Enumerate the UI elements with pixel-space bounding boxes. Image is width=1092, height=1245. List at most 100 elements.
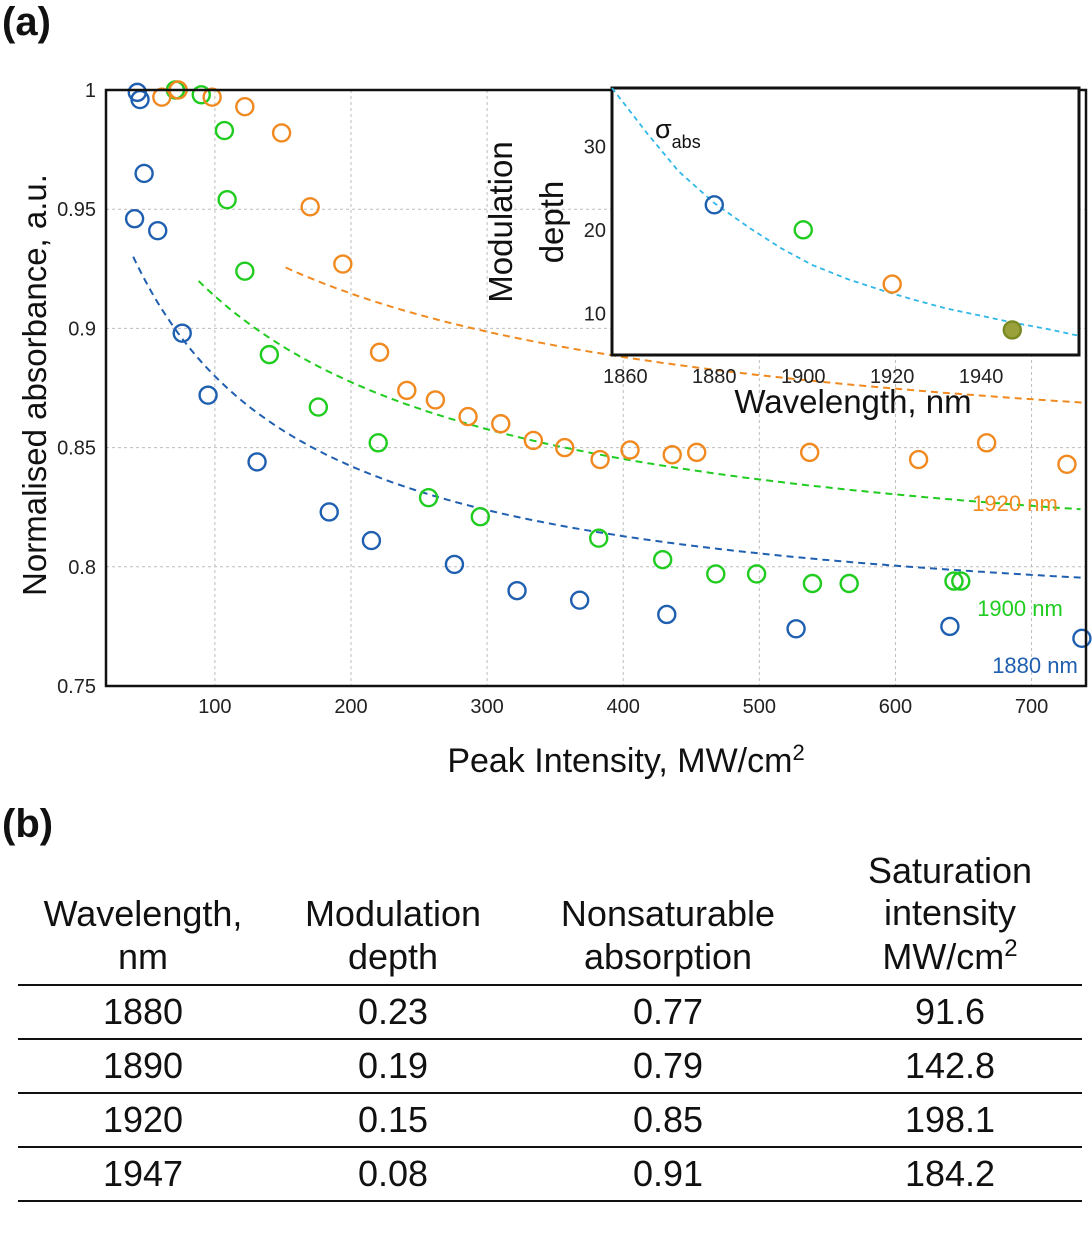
header-line: depth	[347, 935, 439, 977]
cell-saturation-intensity: 184.2	[818, 1146, 1082, 1203]
header-unit: MW/cm	[882, 935, 1005, 977]
data-point	[799, 442, 820, 463]
header-line: Wavelength,	[43, 893, 243, 935]
data-point	[1057, 454, 1077, 474]
cell-nonsaturable: 0.91	[518, 1146, 818, 1203]
header-unit-sup: 2	[1004, 934, 1018, 962]
data-point	[786, 619, 806, 639]
data-point	[620, 440, 640, 460]
data-point	[802, 573, 823, 594]
data-point	[134, 163, 154, 184]
header-line: Modulation	[304, 893, 482, 935]
header-line: intensity	[883, 892, 1017, 934]
data-point	[148, 220, 168, 241]
header-line-unit: MW/cm2	[818, 935, 1082, 978]
inset-data-point	[882, 274, 902, 294]
data-point	[418, 487, 439, 508]
inset-data-point	[793, 220, 813, 240]
data-point	[217, 189, 237, 210]
header-nonsaturable-absorption: Nonsaturable absorption	[518, 850, 818, 985]
data-point	[191, 85, 211, 105]
inset-data-point	[1002, 320, 1022, 340]
data-point	[397, 380, 417, 401]
y-tick-label: 0.85	[57, 438, 96, 460]
table-row: 1920 0.15 0.85 198.1	[18, 1092, 1082, 1148]
panel-label-b: (b)	[2, 802, 54, 846]
cell-wavelength: 1890	[18, 1038, 268, 1094]
data-point	[235, 261, 255, 281]
data-point	[333, 254, 353, 274]
table-header-row: Wavelength, nm Modulation depth Nonsatur…	[18, 850, 1082, 985]
cell-saturation-intensity: 91.6	[818, 984, 1082, 1040]
inset-y-tick-label: 10	[584, 303, 606, 325]
data-point	[951, 571, 971, 591]
inset-y-axis-label-line1: Modulation	[482, 141, 519, 302]
inset-x-tick-label: 1860	[603, 366, 648, 388]
table-row: 1890 0.19 0.79 142.8	[18, 1038, 1082, 1094]
cell-modulation-depth: 0.15	[268, 1092, 518, 1148]
data-point	[458, 406, 478, 427]
inset-y-tick-label: 30	[584, 136, 606, 158]
y-tick-label: 1	[85, 80, 96, 102]
data-point	[247, 452, 267, 472]
x-tick-label: 400	[607, 696, 640, 718]
parameters-table: Wavelength, nm Modulation depth Nonsatur…	[18, 850, 1082, 1203]
inset-y-tick-label: 20	[584, 220, 606, 242]
data-point	[202, 87, 222, 107]
data-point	[523, 430, 544, 451]
data-point	[444, 554, 465, 575]
header-line: Saturation	[867, 850, 1033, 891]
y-axis-label: Normalised absorbance, a.u.	[16, 174, 53, 596]
x-axis-label-sup: 2	[792, 740, 804, 765]
series-label: 1880 nm	[992, 653, 1078, 678]
data-point	[470, 507, 491, 527]
header-line: absorption	[583, 935, 753, 977]
cell-wavelength: 1880	[18, 984, 268, 1040]
cell-nonsaturable: 0.85	[518, 1092, 818, 1148]
cell-wavelength: 1947	[18, 1146, 268, 1203]
data-point	[589, 528, 609, 548]
inset-frame	[610, 86, 1081, 357]
header-wavelength: Wavelength, nm	[18, 850, 268, 985]
x-axis-label: Peak Intensity, MW/cm2	[447, 740, 804, 781]
data-point	[839, 573, 859, 594]
data-point	[214, 120, 235, 141]
fit-curve-1880nm	[132, 256, 1081, 579]
fit-curve-1900nm	[197, 280, 1081, 511]
plot-frame	[104, 88, 1088, 688]
data-point	[300, 197, 320, 217]
inset-x-tick-label: 1900	[781, 366, 826, 388]
cell-modulation-depth: 0.08	[268, 1146, 518, 1203]
data-point	[944, 571, 964, 591]
x-tick-label: 500	[743, 696, 776, 718]
cell-saturation-intensity: 198.1	[818, 1092, 1082, 1148]
data-point	[590, 449, 610, 470]
cell-modulation-depth: 0.19	[268, 1038, 518, 1094]
cell-modulation-depth: 0.23	[268, 984, 518, 1040]
x-tick-label: 100	[198, 696, 231, 718]
data-point	[706, 564, 726, 584]
data-point	[368, 433, 388, 453]
data-point	[235, 96, 255, 117]
x-tick-label: 700	[1015, 696, 1048, 718]
data-point	[507, 580, 527, 601]
data-point	[746, 564, 767, 584]
data-point	[1072, 628, 1092, 649]
header-modulation-depth: Modulation depth	[268, 850, 518, 985]
data-point	[976, 433, 997, 453]
x-tick-label: 600	[879, 696, 912, 718]
inset-y-axis-label-line2: depth	[533, 181, 570, 264]
data-point	[687, 442, 707, 463]
fit-curve-1920nm	[285, 266, 1082, 404]
y-tick-label: 0.9	[68, 318, 96, 340]
inset-fit-curve	[611, 87, 1080, 337]
data-point	[908, 449, 929, 470]
data-point	[172, 323, 192, 343]
header-line: nm	[117, 935, 168, 977]
data-point	[940, 616, 960, 637]
data-point	[662, 445, 682, 465]
data-point	[319, 502, 339, 522]
header-line: Nonsaturable	[560, 893, 776, 935]
inset-x-tick-label: 1880	[692, 366, 737, 388]
panel-label-a: (a)	[2, 0, 51, 44]
